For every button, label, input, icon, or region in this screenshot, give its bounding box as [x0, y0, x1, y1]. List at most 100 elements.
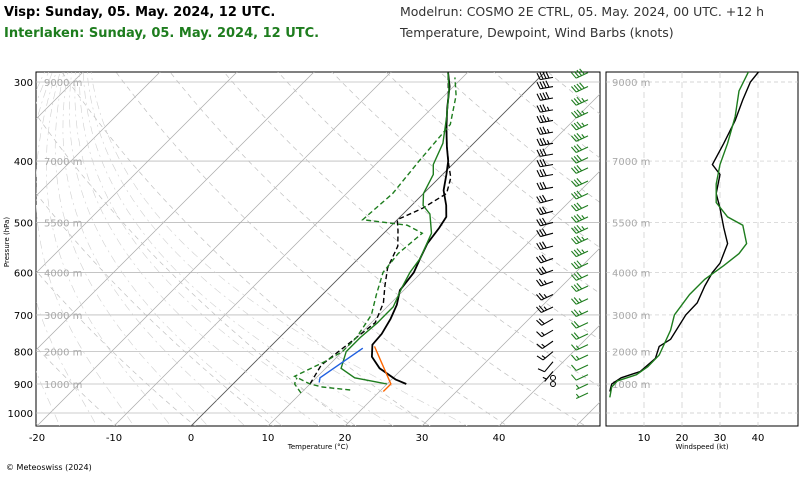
- wind-barb: [571, 213, 589, 223]
- windspeed-tick-label: 40: [752, 433, 765, 444]
- wind-barb: [575, 383, 589, 390]
- profile-line-1: [309, 72, 452, 385]
- pressure-tick-label: 900: [14, 380, 33, 391]
- wind-barb: [536, 137, 554, 147]
- isotherm: [421, 247, 600, 426]
- wind-profiles: [609, 72, 760, 398]
- wind-barb: [536, 217, 554, 227]
- wind-height-label: 5500 m: [612, 218, 650, 229]
- height-label: 3000 m: [44, 311, 82, 322]
- dry-adiabat: [169, 72, 587, 426]
- skewt-grid: [36, 72, 600, 426]
- wind-barb: [571, 109, 589, 119]
- dry-adiabat: [115, 72, 509, 426]
- height-label: 9000 m: [44, 78, 82, 89]
- profile-line-6: [318, 347, 364, 383]
- wind-barb: [536, 254, 554, 264]
- wind-barb: [536, 228, 554, 238]
- pressure-tick-label: 700: [14, 311, 33, 322]
- wind-barb: [550, 381, 556, 387]
- dry-adiabat: [36, 192, 274, 426]
- moist-adiabat: [45, 72, 172, 426]
- copyright: © Meteoswiss (2024): [6, 463, 92, 472]
- windspeed-tick-label: 30: [714, 433, 727, 444]
- moist-adiabat: [86, 72, 431, 426]
- moist-adiabat: [54, 72, 209, 426]
- wind-barb: [571, 178, 589, 187]
- dry-adiabat: [36, 346, 118, 426]
- moist-adiabat: [36, 72, 134, 426]
- height-label: 2000 m: [44, 348, 82, 359]
- wind-barb: [571, 96, 589, 106]
- height-label: 5500 m: [44, 218, 82, 229]
- isotherm: [113, 72, 469, 426]
- profile-line-3: [293, 77, 457, 391]
- moist-adiabat: [69, 72, 283, 426]
- wind-height-label: 9000 m: [612, 78, 650, 89]
- pressure-tick-label: 600: [14, 269, 33, 280]
- wind-barb: [571, 260, 589, 270]
- dry-adiabat: [36, 113, 352, 426]
- wind-barb: [571, 68, 589, 79]
- profile-line-2: [340, 72, 450, 385]
- temperature-tick-label: -20: [29, 433, 45, 444]
- temperature-tick-label: 10: [262, 433, 275, 444]
- moist-adiabat: [90, 72, 468, 426]
- wind-barb: [571, 283, 589, 292]
- dry-adiabat: [223, 72, 600, 388]
- wind-height-labels: 9000 m 7000 m 5500 m 4000 m 3000 m 2000 m 1000…: [612, 78, 650, 391]
- wind-profile-line-0: [609, 72, 760, 392]
- wind-panel: 9000 m 7000 m 5500 m 4000 m 3000 m 2000 m 1000…: [605, 71, 799, 451]
- wind-barb: [536, 266, 554, 276]
- pressure-tick-label: 400: [14, 157, 33, 168]
- wind-axes: 10 20 30 40: [638, 433, 765, 444]
- title-secondary: Interlaken: Sunday, 05. May. 2024, 12 UT…: [4, 26, 319, 41]
- wind-barb: [571, 164, 589, 174]
- wind-barb: [571, 202, 589, 212]
- temperature-tick-label: 40: [493, 433, 506, 444]
- profiles: [293, 72, 457, 394]
- wind-barb: [536, 241, 554, 251]
- wind-barb: [537, 361, 554, 373]
- isotherm: [344, 170, 600, 426]
- wind-barb: [536, 104, 554, 113]
- wind-barb: [536, 278, 554, 287]
- height-label: 1000 m: [44, 380, 82, 391]
- pressure-tick-label: 300: [14, 78, 33, 89]
- wind-barb: [571, 271, 589, 281]
- wind-height-label: 3000 m: [612, 311, 650, 322]
- temperature-tick-label: -10: [106, 433, 122, 444]
- y-axis-label: Pressure (hPa): [3, 217, 11, 267]
- isotherm: [36, 72, 315, 351]
- model-run: Modelrun: COSMO 2E CTRL, 05. May. 2024, …: [400, 4, 764, 19]
- wind-profile-line-1: [609, 72, 750, 398]
- dry-adiabat: [277, 72, 600, 341]
- isotherm: [36, 72, 84, 120]
- height-label: 4000 m: [44, 269, 82, 280]
- height-label: 7000 m: [44, 157, 82, 168]
- wind-barb: [536, 292, 554, 301]
- pressure-tick-label: 500: [14, 218, 33, 229]
- wind-barb: [571, 297, 589, 305]
- wind-barb: [571, 190, 589, 200]
- wind-barb: [571, 344, 589, 351]
- wind-height-label: 2000 m: [612, 348, 650, 359]
- wind-height-label: 1000 m: [612, 380, 650, 391]
- wind-barbs: [536, 68, 589, 400]
- isotherm: [36, 72, 238, 274]
- wind-barb: [571, 248, 589, 258]
- wind-barb: [536, 126, 554, 135]
- isotherm: [36, 72, 161, 197]
- wind-barb: [575, 392, 589, 400]
- isotherm: [36, 72, 392, 426]
- wind-barb: [571, 121, 589, 131]
- wind-grid: [606, 72, 798, 426]
- wind-barb: [536, 329, 554, 338]
- wind-barb: [571, 309, 589, 317]
- wind-barb: [536, 168, 554, 178]
- moist-adiabat: [74, 72, 320, 426]
- moist-adiabat: [79, 72, 357, 426]
- wind-barb: [571, 154, 589, 164]
- moist-adiabat: [36, 72, 60, 426]
